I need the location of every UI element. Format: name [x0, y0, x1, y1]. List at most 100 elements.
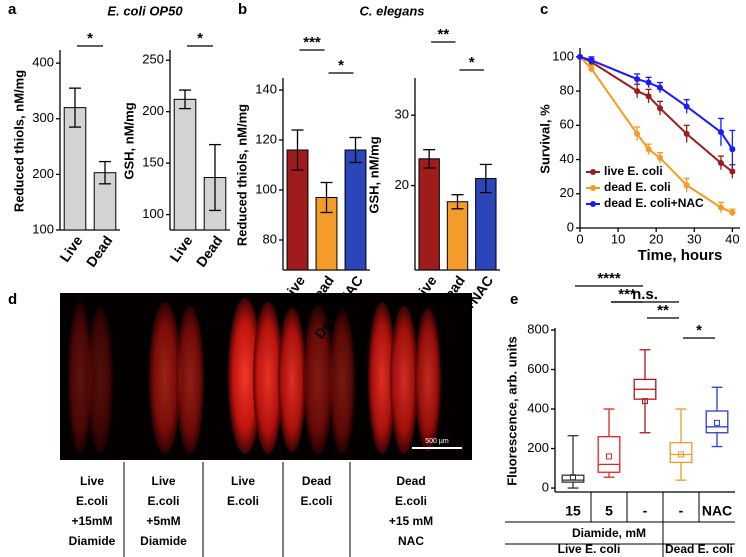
- point: [729, 146, 736, 153]
- y-tick-label: 200: [527, 440, 549, 455]
- image-caption: E.coli: [76, 494, 108, 508]
- point: [634, 88, 641, 95]
- y-tick-label: 800: [527, 321, 549, 336]
- x-tick-label: 5: [605, 503, 613, 519]
- point: [729, 209, 736, 216]
- legend-label: dead E. coli: [604, 180, 671, 194]
- legend-marker: [590, 201, 596, 207]
- group-label: Live E. coli: [558, 542, 621, 556]
- x-tick-label: 15: [565, 503, 581, 519]
- y-tick-label: 80: [560, 83, 574, 98]
- x-tick-label: NAC: [702, 503, 732, 519]
- significance-label: **: [657, 302, 669, 319]
- box: [705, 410, 729, 434]
- y-tick-label: 40: [560, 151, 574, 166]
- image-caption: Dead: [396, 474, 425, 488]
- mean: [570, 474, 576, 481]
- point: [588, 65, 595, 72]
- series-line: [579, 56, 733, 214]
- panel-label: b: [238, 1, 247, 18]
- panel-label: a: [8, 1, 17, 18]
- mean: [606, 453, 612, 460]
- point: [657, 105, 663, 112]
- significance-label: **: [437, 26, 449, 43]
- point: [717, 159, 724, 166]
- y-axis-label: Reduced thiols, nM/mg: [234, 104, 249, 246]
- series-line: [579, 55, 734, 150]
- mean: [714, 419, 720, 426]
- x-tick-label: Dead: [193, 233, 226, 270]
- x-axis-label: Time, hours: [638, 247, 723, 264]
- image-caption: +5mM: [146, 514, 180, 528]
- point: [717, 204, 724, 211]
- bar: [173, 98, 197, 231]
- y-tick-label: 0: [567, 219, 574, 234]
- microscopy-image: 500 µm: [60, 293, 472, 460]
- y-tick-label: 250: [142, 52, 164, 67]
- y-tick-label: 100: [142, 206, 164, 221]
- point: [683, 182, 690, 189]
- significance-label: *: [338, 57, 344, 74]
- y-tick-label: 120: [255, 131, 277, 146]
- y-tick-label: 400: [527, 400, 549, 415]
- point: [657, 84, 663, 91]
- x-tick-label: 0: [576, 231, 583, 246]
- bar: [418, 158, 440, 271]
- y-tick-label: 30: [395, 107, 409, 122]
- y-tick-label: 600: [527, 361, 549, 376]
- image-caption: E.coli: [147, 494, 179, 508]
- significance-label: *: [469, 54, 475, 71]
- image-caption: +15mM: [71, 514, 112, 528]
- significance-label: *: [87, 30, 93, 47]
- y-axis-label: Survival, %: [537, 104, 552, 174]
- image-caption: Diamide: [69, 534, 116, 548]
- point: [577, 53, 583, 60]
- significance-label: *: [696, 322, 702, 339]
- legend-marker: [590, 185, 596, 191]
- y-tick-label: 400: [32, 55, 54, 70]
- mean: [678, 451, 684, 458]
- point: [657, 154, 663, 161]
- significance-label: *: [197, 30, 203, 47]
- x-tick-label: 10: [611, 231, 625, 246]
- point: [729, 168, 736, 175]
- legend-label: live E. coli: [604, 164, 663, 178]
- point: [645, 93, 652, 100]
- scale-bar-label: 500 µm: [425, 438, 449, 445]
- image-caption: Diamide: [140, 534, 187, 548]
- panel-label: c: [540, 1, 548, 18]
- y-axis-label: Reduced thiols, nM/mg: [11, 70, 26, 212]
- box: [561, 474, 585, 483]
- x-tick-label: -: [643, 503, 648, 519]
- bar: [344, 149, 367, 271]
- panel-label: e: [510, 291, 518, 308]
- chart-title: C. elegans: [359, 3, 424, 18]
- y-tick-label: 100: [32, 221, 54, 236]
- image-caption: Live: [151, 474, 175, 488]
- box: [669, 441, 693, 464]
- legend-marker: [590, 169, 596, 175]
- y-tick-label: 140: [255, 81, 277, 96]
- bar: [446, 201, 469, 271]
- group-label: Dead E. coli: [665, 542, 733, 556]
- image-caption: Dead: [302, 474, 331, 488]
- y-axis-label: GSH, nM/mg: [366, 136, 381, 213]
- y-tick-label: 20: [395, 177, 409, 192]
- y-tick-label: 300: [32, 110, 54, 125]
- y-tick-label: 20: [560, 185, 574, 200]
- x-tick-label: Live: [56, 232, 85, 264]
- legend-label: dead E. coli+NAC: [604, 196, 704, 210]
- box: [597, 436, 621, 473]
- x-tick-label: Dead: [83, 233, 116, 270]
- y-tick-label: 80: [263, 231, 277, 246]
- y-tick-label: 200: [142, 103, 164, 118]
- point: [683, 103, 690, 110]
- image-caption: Live: [231, 474, 255, 488]
- x-tick-label: 20: [649, 231, 663, 246]
- image-caption: NAC: [398, 534, 424, 548]
- point: [634, 130, 641, 137]
- image-caption: E.coli: [227, 494, 259, 508]
- significance-label: n.s.: [632, 286, 658, 303]
